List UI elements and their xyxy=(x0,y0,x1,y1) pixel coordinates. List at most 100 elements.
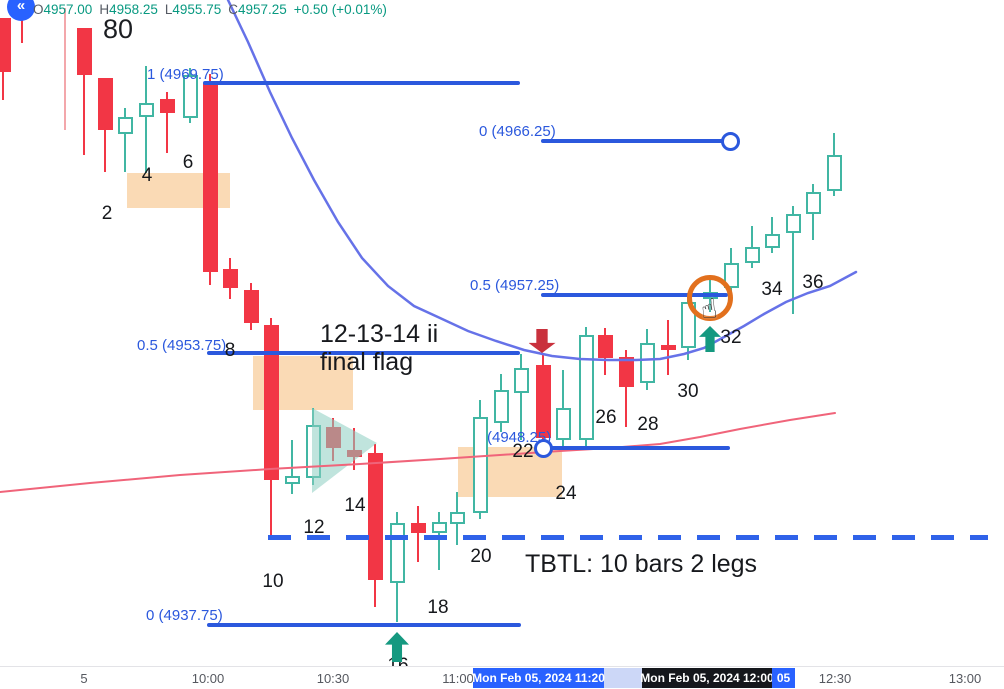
ohlc-field-label: O xyxy=(33,2,44,17)
candle-body xyxy=(410,523,426,533)
bar-number-label[interactable]: 10 xyxy=(262,571,284,592)
ohlc-field-value: 4958.25 xyxy=(109,2,158,17)
candle-wick xyxy=(520,354,522,440)
bar-number-label[interactable]: 22 xyxy=(512,441,534,462)
time-axis-tick: 10:00 xyxy=(191,671,225,686)
candle-body xyxy=(97,78,113,130)
candle-body xyxy=(243,290,259,323)
bar-number-label[interactable]: 18 xyxy=(427,597,449,618)
note-line: final flag xyxy=(320,348,414,376)
bar-count-label[interactable]: 80 xyxy=(103,14,134,44)
bull-candle xyxy=(305,408,321,485)
candle-body xyxy=(639,343,655,383)
bull-candle xyxy=(826,133,842,196)
bear-candle xyxy=(243,283,259,330)
bear-candle xyxy=(222,258,238,299)
buy-signal-arrow-icon[interactable] xyxy=(699,326,721,352)
time-axis[interactable]: 5 10:00 10:30 11:00 12:30 13:00 Mon Feb 05, 20… xyxy=(0,666,1004,689)
bull-candle xyxy=(513,354,529,440)
timestamp-badge: 05 xyxy=(772,668,795,688)
timestamp-badge: Mon Feb 05, 2024 12:00 xyxy=(640,668,774,688)
bar-number-label[interactable]: 28 xyxy=(637,414,659,435)
candle-body xyxy=(744,247,760,263)
tbtl-note-text[interactable]: TBTL: 10 bars 2 legs xyxy=(525,550,757,578)
bar-number-label[interactable]: 34 xyxy=(761,279,783,300)
bull-candle xyxy=(182,68,198,123)
bull-candle xyxy=(578,327,594,446)
bar-number-label[interactable]: 20 xyxy=(470,546,492,567)
bar-number-label[interactable]: 8 xyxy=(224,340,236,361)
level-anchor-marker[interactable] xyxy=(721,132,740,151)
fib-level-line[interactable] xyxy=(543,446,730,450)
bear-candle xyxy=(618,350,634,427)
flag-note-text[interactable]: 12-13-14 ii final flag xyxy=(320,320,438,376)
session-vertical-line[interactable] xyxy=(64,8,66,130)
candle-body xyxy=(325,427,341,448)
candle-body xyxy=(472,417,488,513)
mouse-cursor-hand-icon: ☝ xyxy=(699,293,720,326)
fib-level-line[interactable] xyxy=(203,81,520,85)
candle-body xyxy=(449,512,465,524)
fib-level-label: 0.5 (4957.25) xyxy=(470,277,560,294)
candle-wick xyxy=(83,28,85,155)
candle-body xyxy=(513,368,529,393)
replay-button[interactable]: « xyxy=(7,0,35,21)
candle-body xyxy=(305,425,321,478)
note-line: 12-13-14 ii xyxy=(320,320,439,348)
bull-candle xyxy=(493,374,509,432)
candle-body xyxy=(367,453,383,580)
bar-number-label[interactable]: 6 xyxy=(182,152,194,173)
candle-body xyxy=(284,476,300,484)
candle-body xyxy=(555,408,571,440)
candle-wick xyxy=(145,66,147,173)
bull-candle xyxy=(744,226,760,268)
candle-body xyxy=(805,192,821,214)
bar-number-label[interactable]: 2 xyxy=(101,203,113,224)
bar-number-label[interactable]: 36 xyxy=(802,272,824,293)
bar-number-label[interactable]: 12 xyxy=(303,517,325,538)
bear-candle xyxy=(97,78,113,172)
bull-candle xyxy=(555,370,571,450)
sell-signal-arrow-icon[interactable] xyxy=(528,329,556,353)
bull-candle xyxy=(138,66,154,173)
bear-candle xyxy=(660,320,676,375)
rewind-icon: « xyxy=(16,0,26,14)
bar-number-label[interactable]: 4 xyxy=(141,165,153,186)
dashed-support-line[interactable] xyxy=(268,535,988,540)
fib-level-line[interactable] xyxy=(207,623,521,627)
bull-candle xyxy=(472,400,488,519)
bear-candle xyxy=(15,8,30,43)
candle-body xyxy=(263,325,279,480)
candle-body xyxy=(76,28,92,75)
fib-level-label: 1 (4969.75) xyxy=(147,66,224,83)
time-axis-tick: 5 xyxy=(80,671,88,686)
bar-number-label[interactable]: 14 xyxy=(344,495,366,516)
bull-candle xyxy=(117,108,133,172)
bear-candle xyxy=(76,28,92,155)
bar-number-label[interactable]: 32 xyxy=(720,327,742,348)
bull-candle xyxy=(284,440,300,494)
level-anchor-marker[interactable] xyxy=(534,439,553,458)
bar-number-label[interactable]: 26 xyxy=(595,407,617,428)
candle-body xyxy=(117,117,133,134)
bull-candle xyxy=(785,206,801,314)
candle-wick xyxy=(124,108,126,172)
bull-candle xyxy=(449,492,465,545)
candle-wick xyxy=(625,350,627,427)
bear-candle xyxy=(597,328,613,375)
candle-body xyxy=(431,522,447,533)
bear-candle xyxy=(346,428,362,470)
time-axis-tick: 11:00 xyxy=(442,671,474,686)
candle-body xyxy=(660,345,676,350)
bull-candle xyxy=(639,329,655,390)
bear-candle xyxy=(367,444,383,607)
bear-candle xyxy=(202,74,218,285)
bar-number-label[interactable]: 30 xyxy=(677,381,699,402)
bar-number-label[interactable]: 24 xyxy=(555,483,577,504)
fib-level-line[interactable] xyxy=(541,139,726,143)
bull-candle xyxy=(805,184,821,240)
ohlc-field-value: 4957.00 xyxy=(43,2,93,17)
fib-level-label: 0.5 (4953.75) xyxy=(137,337,227,354)
